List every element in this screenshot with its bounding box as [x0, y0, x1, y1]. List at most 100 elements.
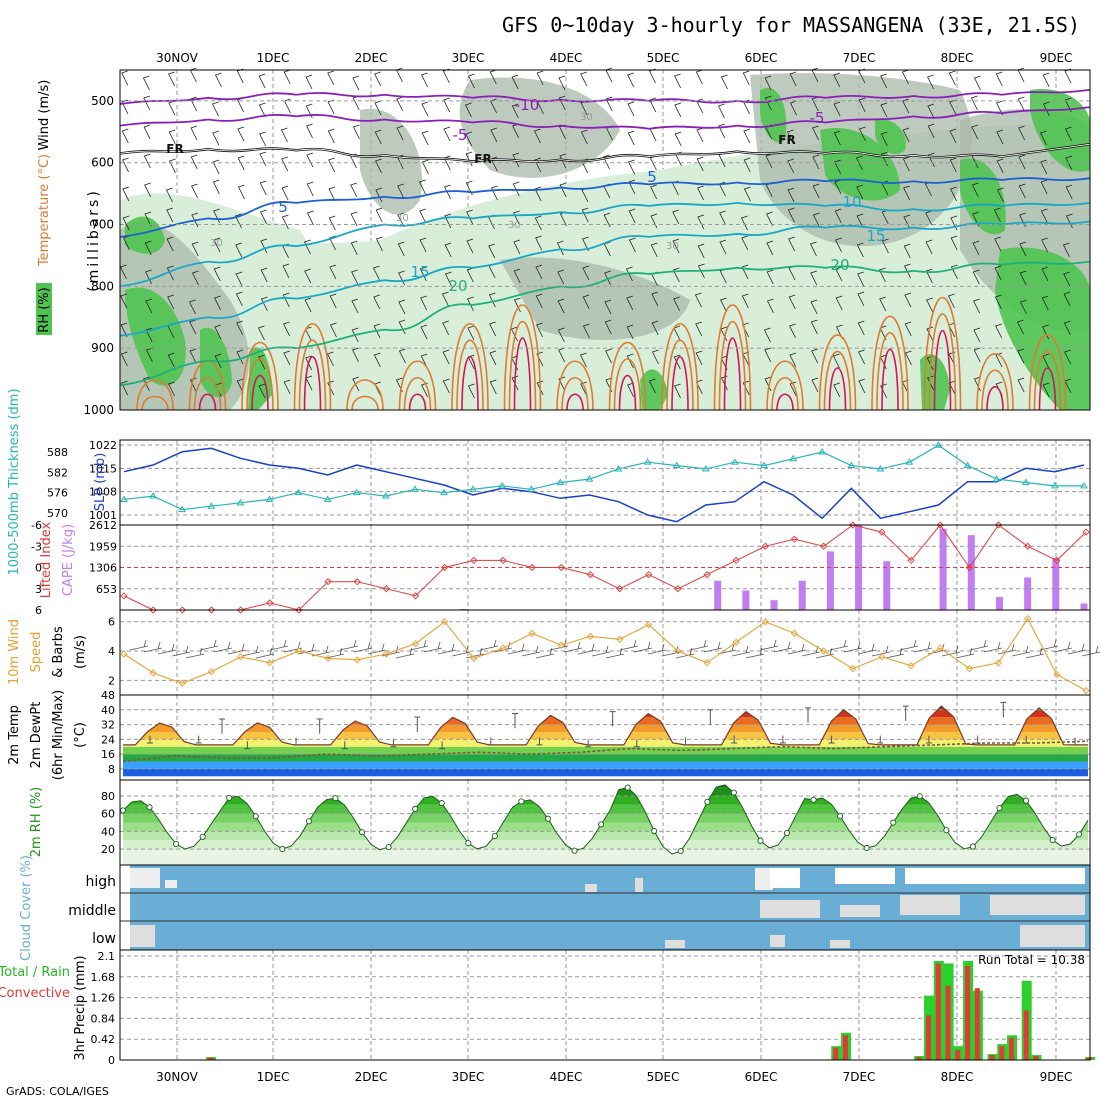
bottom-date-label: 9DEC: [1040, 1070, 1073, 1084]
isotherm-warm: [766, 360, 804, 411]
thickness-point: [992, 475, 1001, 482]
wind-barb: [972, 269, 980, 285]
wind-barb: [674, 102, 682, 118]
surface-wind-barb: [675, 647, 695, 659]
isotherm-label: FR: [166, 142, 183, 156]
wind-barb: [281, 156, 289, 172]
surface-wind-barb: [185, 647, 205, 659]
top-date-label: 3DEC: [452, 51, 485, 65]
thickness-point: [818, 448, 827, 455]
thickness-point: [527, 485, 536, 492]
slp-axis-label: SLP (mb): [93, 453, 108, 512]
rh-band: [123, 822, 1088, 832]
cloud-cover-gap: [165, 880, 177, 888]
lifted-index-point: [1024, 542, 1032, 550]
wind-barb: [374, 100, 382, 116]
isotherm-warm: [136, 379, 174, 411]
wind-barb: [880, 383, 888, 399]
wind-barb: [283, 321, 290, 337]
temp-max-whisker: [414, 716, 421, 732]
isotherm-warm: [461, 356, 479, 411]
isotherm-warm: [723, 337, 742, 411]
lifted-index-point: [353, 578, 361, 586]
wind-barb: [533, 128, 541, 144]
wind-barb: [926, 297, 934, 313]
wind-barb: [350, 211, 358, 227]
wind-barb: [766, 269, 774, 285]
wind-barb: [488, 292, 496, 308]
cloud-cover-gap: [835, 868, 895, 884]
rh-point: [305, 818, 312, 825]
wind-speed-point: [1024, 615, 1032, 623]
wind-barb: [903, 243, 911, 259]
thickness-point: [294, 488, 303, 496]
wind-barb: [1040, 208, 1048, 224]
wind-barb: [282, 292, 290, 308]
isotherm-warm: [881, 348, 899, 411]
isotherm-warm: [981, 369, 1009, 411]
wind-barb: [441, 291, 449, 307]
wind-barb: [720, 297, 727, 313]
cape-bar: [967, 535, 975, 610]
wind-barb: [120, 293, 128, 309]
thickness-point: [323, 495, 332, 502]
isotherm-label: 10: [842, 193, 861, 211]
isotherm-warm: [451, 323, 489, 411]
wind-barb: [1018, 125, 1026, 141]
wind-barb: [904, 263, 911, 279]
surface-wind-barb: [535, 647, 555, 659]
isotherm-warm: [198, 393, 217, 411]
wind-barb: [122, 157, 129, 173]
temp-min-whisker: [536, 737, 543, 746]
wind-speed-point: [674, 647, 682, 655]
temperature-tick-label: 48: [101, 689, 115, 702]
temperature-axis-label: 2m Temp: [7, 705, 22, 765]
rh-point: [173, 840, 180, 847]
wind-barb: [350, 182, 358, 198]
wind-barb: [257, 325, 265, 341]
surface-wind-barb: [423, 641, 443, 653]
precip-convective-legend: Convective: [0, 986, 70, 1001]
wind-barb: [489, 350, 497, 366]
wind-barb: [397, 183, 405, 199]
cloud-cover-gap: [635, 878, 643, 892]
cloud-cover-gap: [900, 895, 960, 915]
wind-barb: [740, 215, 748, 231]
wind-barb: [167, 352, 175, 368]
wind-barb: [189, 348, 197, 364]
surface-wind-barb: [339, 639, 359, 651]
isotherm-warm: [1028, 334, 1067, 411]
thickness-point: [789, 454, 797, 462]
wind-barb: [835, 266, 843, 282]
wind-speed-point: [120, 650, 128, 658]
precip-tick-label: 2.1: [98, 950, 116, 963]
surface-wind-barb: [437, 643, 457, 655]
wind-barb: [580, 71, 588, 87]
wind-barb: [628, 159, 635, 175]
surface-wind-barb: [1011, 645, 1031, 657]
wind-barb: [489, 69, 497, 85]
wind-barb: [674, 383, 681, 399]
wind-barb: [259, 151, 267, 167]
top-date-label: 8DEC: [941, 51, 974, 65]
wind-barb: [1040, 179, 1048, 195]
cape-bar: [995, 596, 1003, 610]
rh-point: [1076, 831, 1083, 838]
wind-barb: [1065, 184, 1073, 200]
cape-bar: [1080, 603, 1088, 610]
wind-barb: [764, 347, 772, 363]
cloud-cover-gap: [755, 868, 773, 890]
wind-barb: [1041, 295, 1049, 311]
lifted-index-point: [819, 542, 828, 550]
wind-barb: [834, 208, 842, 224]
isotherm-label: 5: [278, 198, 288, 216]
wind-speed-point: [266, 659, 274, 667]
cape-axis-label: CAPE (J/kg): [61, 524, 76, 596]
wind-barb: [764, 95, 772, 111]
wind-barb: [694, 292, 702, 308]
wind-barb: [879, 296, 887, 312]
bottom-date-label: 4DEC: [550, 1070, 583, 1084]
wind-barb: [628, 208, 636, 224]
wind-barb: [511, 74, 519, 90]
lifted-index-point: [703, 570, 711, 579]
